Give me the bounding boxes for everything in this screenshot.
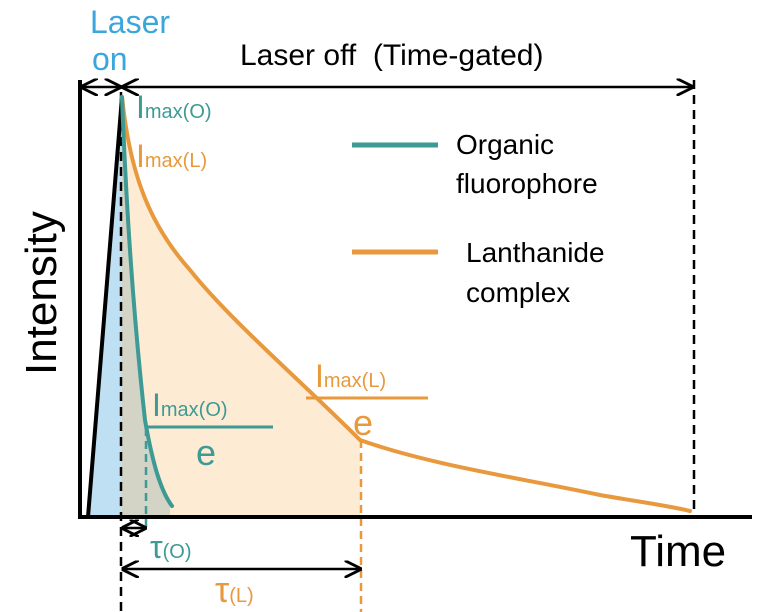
frac-o-numerator: Imax(O) [152, 387, 228, 423]
y-axis-label: Intensity [17, 211, 66, 375]
legend-organic-line1: Organic [456, 129, 554, 160]
imax-o-label: Imax(O) [136, 89, 212, 125]
laser-on-label-line1: Laser [90, 4, 170, 40]
x-axis-label: Time [630, 527, 726, 576]
laser-off-label: Laser off (Time-gated) [240, 39, 543, 72]
frac-l-denominator: e [353, 402, 373, 443]
tau-o-label: τ(O) [150, 529, 192, 565]
frac-l-numerator: Imax(L) [315, 358, 386, 394]
organic-decay-area-fill [122, 97, 170, 517]
legend-lanthanide-line1: Lanthanide [466, 237, 605, 268]
frac-o-denominator: e [196, 432, 216, 473]
imax-l-label: Imax(L) [136, 138, 207, 174]
lanthanide-area-fill [122, 97, 360, 517]
tau-l-label: τ(L) [215, 569, 254, 610]
laser-on-label-line2: on [92, 41, 128, 77]
lanthanide-decay-curve [120, 95, 692, 513]
legend-organic-line2: fluorophore [456, 168, 598, 199]
legend-lanthanide-line2: complex [466, 277, 570, 308]
organic-decay-curve [120, 95, 174, 508]
laser-rise-curve [86, 96, 124, 518]
